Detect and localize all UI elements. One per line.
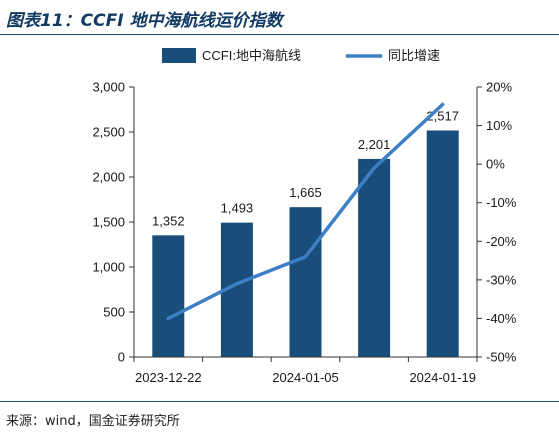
bar-series	[152, 130, 459, 357]
y-left-tick-label: 1,000	[92, 260, 125, 275]
y-left-tick-label: 3,000	[92, 80, 125, 95]
bar	[426, 130, 459, 357]
bar	[152, 235, 185, 357]
bar	[289, 207, 322, 357]
y-right-tick-label: -20%	[486, 234, 517, 249]
y-left-tick-label: 2,000	[92, 170, 125, 185]
y-right-tick-label: -40%	[486, 311, 517, 326]
legend-line-label: 同比增速	[388, 48, 440, 63]
line-series	[166, 102, 445, 321]
legend-bar-label: CCFI:地中海航线	[202, 48, 301, 63]
y-left-tick-label: 2,500	[92, 125, 125, 140]
y-left-tick-label: 1,500	[92, 215, 125, 230]
bar-value-label: 1,493	[221, 201, 254, 216]
x-axis: 2023-12-22 2024-01-05 2024-01-19	[133, 356, 478, 385]
y-axis-right: -50% -40% -30% -20% -10% 0% 10% 20%	[476, 80, 517, 365]
chart: CCFI:地中海航线 同比增速 0 500 1,000 1,500 2,000 2,500…	[92, 48, 517, 385]
bar-value-label: 1,352	[152, 213, 185, 228]
x-tick-label: 2024-01-05	[272, 370, 339, 385]
y-left-tick-label: 0	[118, 350, 125, 365]
bar	[358, 158, 391, 357]
y-axis-left: 0 500 1,000 1,500 2,000 2,500 3,000	[92, 80, 135, 365]
bar-value-label: 2,201	[358, 137, 391, 152]
y-right-tick-label: 20%	[486, 80, 512, 95]
x-tick-label: 2024-01-19	[409, 370, 476, 385]
footer-divider	[0, 401, 559, 402]
legend: CCFI:地中海航线 同比增速	[162, 48, 440, 63]
title-divider	[0, 34, 559, 35]
growth-line	[166, 102, 445, 321]
y-right-tick-label: -30%	[486, 272, 517, 287]
y-right-tick-label: 0%	[486, 157, 505, 172]
bar-value-label: 1,665	[289, 185, 322, 200]
y-left-tick-label: 500	[103, 305, 125, 320]
y-right-tick-label: -10%	[486, 195, 517, 210]
x-tick-label: 2023-12-22	[135, 370, 202, 385]
y-right-tick-label: -50%	[486, 350, 517, 365]
legend-bar-swatch	[162, 48, 196, 63]
y-right-tick-label: 10%	[486, 118, 512, 133]
figure-title: 图表11：CCFI 地中海航线运价指数	[6, 11, 283, 31]
source-note: 来源：wind，国金证券研究所	[6, 414, 180, 429]
